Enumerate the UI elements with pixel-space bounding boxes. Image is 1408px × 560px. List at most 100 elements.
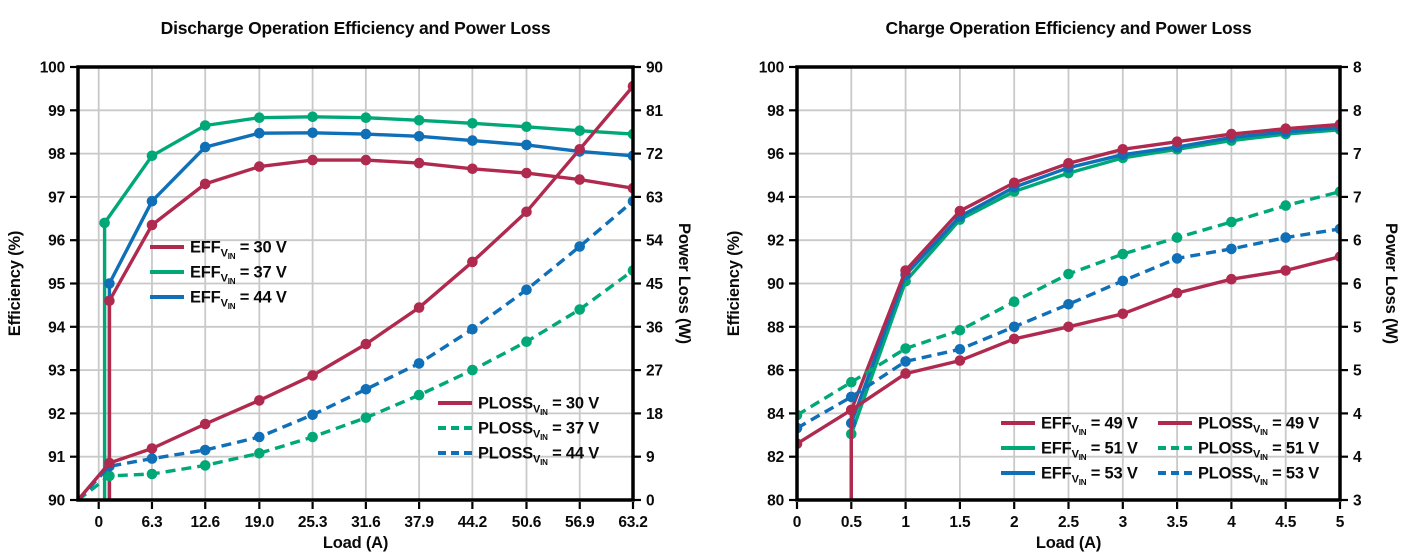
y-right-tick-label: 63: [646, 189, 663, 206]
series-eff37: [99, 111, 633, 500]
charge-chart: 0 0.5 1 1.5 2 2.5 3 3.5 4 4.5 58082848688909294969…: [725, 18, 1400, 552]
data-point: [467, 364, 478, 376]
data-point: [104, 470, 115, 482]
data-point: [1063, 321, 1074, 333]
y-left-tick-label: 94: [48, 319, 65, 336]
x-tick-label: 1.5: [949, 514, 971, 531]
data-point: [846, 376, 857, 388]
y-left-tick-label: 90: [48, 493, 65, 510]
data-point: [413, 115, 425, 126]
axis-tick-labels: 0 0.5 1 1.5 2 2.5 3 3.5 4 4.5 58082848688909294969…: [759, 60, 1362, 532]
x-tick-label: 0: [793, 514, 801, 531]
series-eff49: [846, 119, 1340, 500]
legend-label-ploss49: PLOSSVIN = 49 V: [1198, 415, 1319, 438]
y-right-tick-label: 36: [646, 319, 663, 336]
plot-border: [795, 65, 1342, 502]
data-point: [1063, 299, 1074, 310]
series-layer: [78, 80, 633, 500]
data-point: [1008, 333, 1020, 345]
y-left-tick-label: 100: [759, 60, 784, 77]
data-point: [253, 112, 265, 123]
y-left-tick-label: 92: [767, 233, 784, 250]
data-point: [1280, 200, 1291, 211]
x-tick-label: 2.5: [1058, 514, 1080, 531]
y-left-tick-label: 90: [767, 276, 784, 293]
x-tick-label: 5: [1336, 514, 1345, 531]
data-point: [253, 431, 265, 443]
data-point: [1063, 158, 1074, 169]
series-ploss49: [797, 251, 1340, 449]
data-point: [1226, 128, 1237, 140]
data-point: [146, 453, 158, 464]
data-point: [1117, 144, 1129, 155]
x-tick-label: 3.5: [1167, 514, 1189, 531]
data-point: [1171, 253, 1183, 264]
data-point: [846, 404, 857, 416]
data-point: [900, 265, 911, 276]
data-point: [467, 256, 478, 268]
legend-label-eff30: EFFVIN = 30 V: [190, 239, 287, 262]
data-point: [1226, 273, 1237, 285]
data-point: [360, 338, 372, 350]
series-eff44: [104, 127, 633, 500]
data-point: [954, 325, 966, 336]
data-point: [1171, 136, 1183, 147]
y-left-tick-label: 88: [767, 319, 784, 336]
data-point: [900, 356, 911, 367]
data-point: [104, 295, 115, 307]
data-point: [199, 460, 211, 471]
x-tick-label: 25.3: [298, 514, 328, 531]
data-point: [199, 444, 211, 456]
y-left-tick-label: 91: [48, 449, 65, 466]
data-point: [413, 131, 425, 142]
x-tick-label: 2: [1010, 514, 1018, 531]
legend-label-eff51: EFFVIN = 51 V: [1041, 440, 1138, 463]
y-left-tick-label: 80: [767, 493, 784, 510]
x-tick-label: 44.2: [458, 514, 487, 531]
series-ploss44: [78, 195, 633, 500]
x-tick-label: 4.5: [1275, 514, 1297, 531]
data-point: [104, 278, 115, 289]
y-left-tick-label: 82: [767, 449, 784, 466]
data-point: [307, 154, 318, 166]
data-point: [1117, 248, 1129, 260]
y-right-tick-label: 3: [1353, 493, 1362, 510]
y-right-tick-label: 7: [1353, 189, 1361, 206]
data-point: [1280, 232, 1291, 243]
data-point: [307, 370, 318, 381]
legend-label-eff37: EFFVIN = 37 V: [190, 264, 287, 287]
legend-label-ploss53: PLOSSVIN = 53 V: [1198, 465, 1319, 488]
data-point: [146, 150, 158, 162]
discharge-chart: 0 6.3 12.6 19.0 25.3 31.6 37.9 44.2 50.6 56.9 63.2…: [6, 18, 693, 552]
data-point: [954, 205, 966, 217]
x-tick-label: 12.6: [191, 514, 221, 531]
y-left-tick-label: 96: [48, 233, 65, 250]
data-point: [360, 128, 372, 140]
y-right-tick-label: 18: [646, 406, 663, 423]
y-axis-label-left: Efficiency (%): [6, 231, 24, 336]
y-axis-label-left: Efficiency (%): [725, 231, 743, 336]
data-point: [253, 161, 265, 172]
data-point: [99, 217, 110, 229]
data-point: [846, 391, 857, 403]
y-left-tick-label: 84: [767, 406, 784, 423]
data-point: [467, 118, 478, 129]
data-point: [1008, 296, 1020, 308]
y-right-tick-label: 4: [1353, 449, 1362, 466]
series-ploss37: [78, 265, 633, 500]
data-point: [954, 355, 966, 366]
data-point: [199, 141, 211, 153]
data-point: [413, 302, 425, 313]
y-right-tick-label: 81: [646, 103, 663, 120]
legend-label-ploss44: PLOSSVIN = 44 V: [478, 445, 599, 468]
data-point: [1226, 216, 1237, 228]
y-right-tick-label: 9: [646, 449, 655, 466]
data-point: [521, 139, 532, 151]
data-point: [900, 368, 911, 379]
y-left-tick-label: 86: [767, 363, 784, 380]
data-point: [413, 358, 425, 369]
y-right-tick-label: 54: [646, 233, 663, 250]
